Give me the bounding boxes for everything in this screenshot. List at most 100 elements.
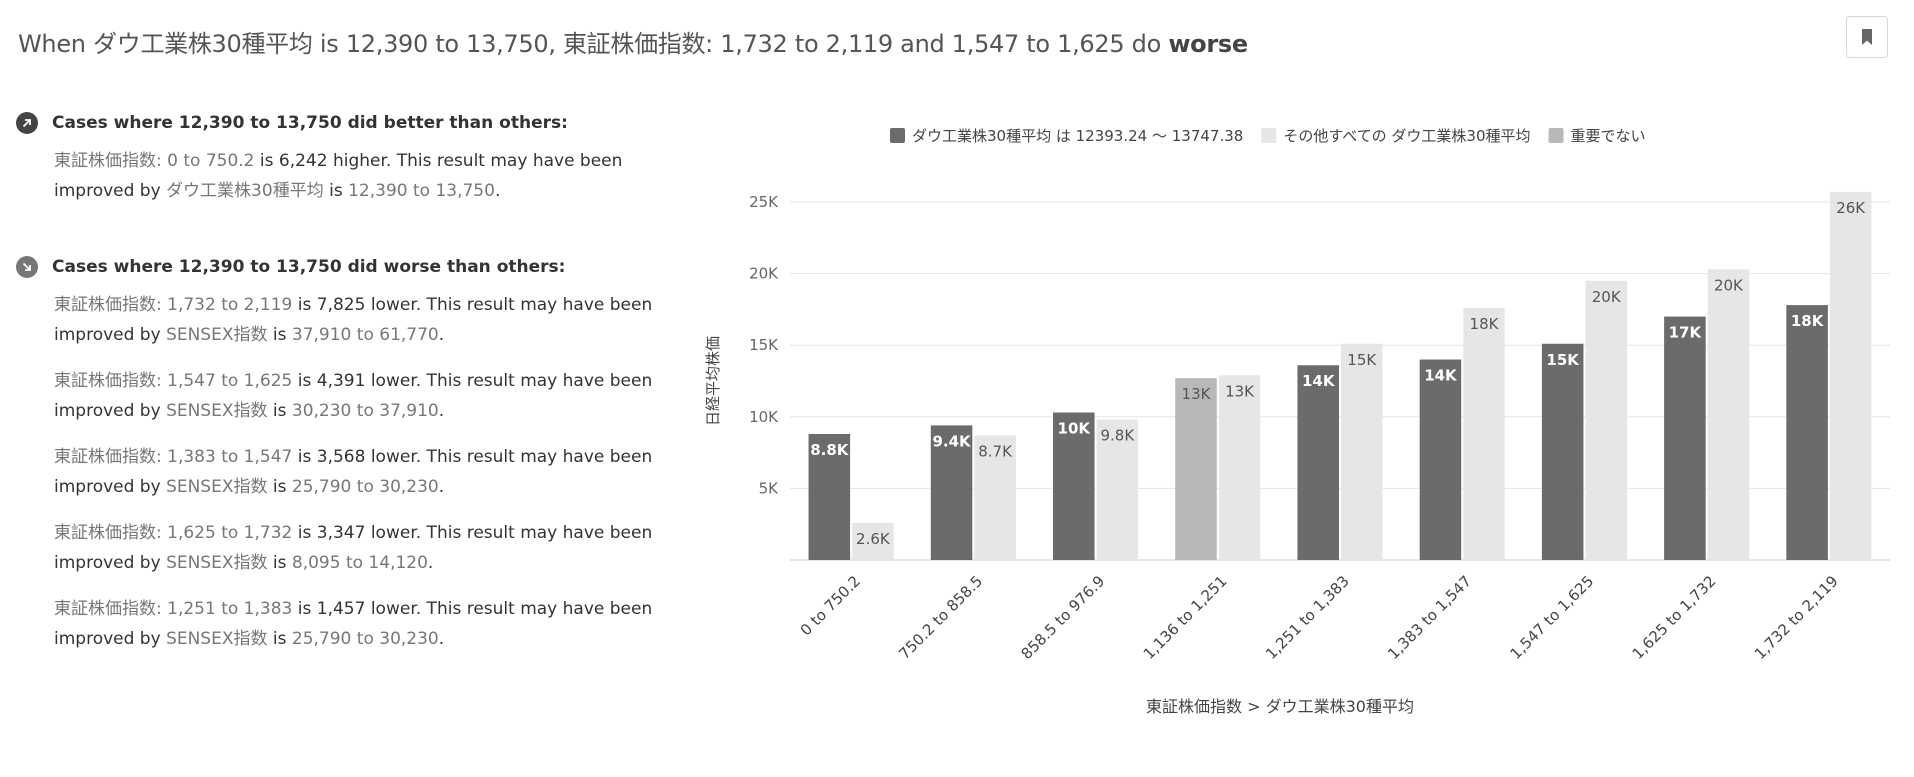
insight-end: . [438,477,445,497]
insight-item: 東証株価指数: 1,547 to 1,625 is 4,391 lower. T… [54,366,654,426]
worse-list: 東証株価指数: 1,732 to 2,119 is 7,825 lower. T… [16,290,656,654]
legend-swatch [890,128,905,143]
insight-range: 1,547 to 1,625 [167,371,293,391]
insight-item: 東証株価指数: 1,625 to 1,732 is 3,347 lower. T… [54,518,654,578]
bar [1585,280,1627,560]
bar [1175,378,1217,560]
x-tick-label: 858.5 to 976.9 [1018,572,1109,663]
insight-item: 東証株価指数: 1,732 to 2,119 is 7,825 lower. T… [54,290,654,350]
bar-value-label: 10K [1058,420,1092,438]
insight-dir: higher. [327,151,392,171]
bar [930,425,973,560]
bar [1053,412,1095,560]
insight-note: This result may have been improved by [54,295,653,345]
insight-amount: 3,347 [316,523,366,543]
bookmark-button[interactable] [1846,16,1888,58]
bar-value-label: 2.6K [856,530,891,548]
bar [1707,269,1750,560]
x-tick-label: 1,625 to 1,732 [1629,572,1720,663]
worse-section-title: Cases where 12,390 to 13,750 did worse t… [16,254,656,280]
insight-item: 東証株価指数: 1,383 to 1,547 is 3,568 lower. T… [54,442,654,502]
legend-swatch [1548,128,1564,143]
insight-end: . [438,629,445,649]
insight-mid: is [292,295,317,315]
x-tick-label: 750.2 to 858.5 [895,572,986,663]
insight-range: 1,383 to 1,547 [167,447,293,467]
bar-value-label: 20K [1714,276,1744,294]
bar-value-label: 20K [1592,288,1622,306]
insight-factor: ダウ工業株30種平均 [166,181,324,201]
insight-frange: 25,790 to 30,230 [291,629,439,649]
x-tick-label: 0 to 750.2 [797,572,864,639]
arrow-up-right-icon [16,112,38,134]
bar-value-label: 26K [1836,199,1866,217]
insight-factor: SENSEX指数 [166,629,268,649]
insight-mid: is [292,599,317,619]
bar [852,522,894,560]
insight-dir: lower. [365,295,422,315]
bar-value-label: 15K [1347,351,1377,369]
insight-note: This result may have been improved by [54,523,653,573]
insight-amount: 4,391 [316,371,366,391]
bar-value-label: 8.7K [978,442,1013,460]
insight-frange: 25,790 to 30,230 [291,477,439,497]
insight-mid: is [292,523,317,543]
bar-value-label: 13K [1182,385,1212,403]
insight-is: is [267,325,292,345]
y-tick-label: 10K [749,408,779,426]
bar-value-label: 13K [1225,382,1255,400]
insight-note: This result may have been improved by [54,447,653,497]
insight-is: is [267,477,292,497]
bookmark-icon [1862,29,1872,45]
insight-dir: lower. [365,599,422,619]
bar-value-label: 9.8K [1100,427,1135,445]
insight-note: This result may have been improved by [54,151,623,201]
insight-factor: SENSEX指数 [166,553,268,573]
legend-label: その他すべての ダウ工業株30種平均 [1283,127,1530,145]
insight-range: 1,625 to 1,732 [167,523,293,543]
bar-value-label: 14K [1302,372,1336,390]
insight-is: is [267,401,292,421]
insight-is: is [267,553,292,573]
insight-mid: is [292,447,317,467]
bar [1218,375,1261,560]
legend-label: ダウ工業株30種平均 は 12393.24 〜 13747.38 [912,127,1243,145]
insight-label: 東証株価指数: [54,599,168,619]
bar-value-label: 9.4K [932,432,972,450]
insight-range: 0 to 750.2 [167,151,255,171]
insight-end: . [438,325,445,345]
legend-swatch [1261,128,1277,143]
x-tick-label: 1,251 to 1,383 [1262,572,1353,663]
insight-item: 東証株価指数: 0 to 750.2 is 6,242 higher. This… [54,146,654,206]
insight-is: is [323,181,349,201]
y-tick-label: 5K [759,479,780,497]
y-axis-label: 日経平均株価 [704,336,722,426]
bar [1786,305,1828,560]
insight-amount: 1,457 [316,599,366,619]
insight-is: is [267,629,292,649]
insight-factor: SENSEX指数 [166,325,268,345]
x-tick-label: 1,136 to 1,251 [1140,572,1231,663]
bar-chart: 5K 10K 15K 20K 25K 日経平均株価 東証株価指数 > ダウ工業株30種平均 8… [690,110,1910,754]
insight-label: 東証株価指数: [54,523,168,543]
y-tick-label: 25K [749,193,779,211]
insight-label: 東証株価指数: [54,151,168,171]
bar [1341,343,1383,560]
insight-amount: 6,242 [278,151,328,171]
insight-dir: lower. [365,523,422,543]
insight-note: This result may have been improved by [54,371,653,421]
bar [1829,191,1872,560]
arrow-down-right-icon [16,256,38,278]
insight-end: . [427,553,434,573]
x-tick-label: 1,547 to 1,625 [1506,572,1597,663]
insight-headline: When ダウ工業株30種平均 is 12,390 to 13,750, 東証株… [18,24,1248,59]
worse-title-text: Cases where 12,390 to 13,750 did worse t… [52,257,566,277]
insight-note: This result may have been improved by [54,599,653,649]
insight-mid: is [254,151,279,171]
insight-frange: 30,230 to 37,910 [291,401,439,421]
bar-value-label: 18K [1791,312,1825,330]
headline-emphasis: worse [1168,30,1248,58]
bar-value-label: 15K [1546,351,1580,369]
bar-value-label: 8.8K [810,441,850,459]
insight-factor: SENSEX指数 [166,401,268,421]
